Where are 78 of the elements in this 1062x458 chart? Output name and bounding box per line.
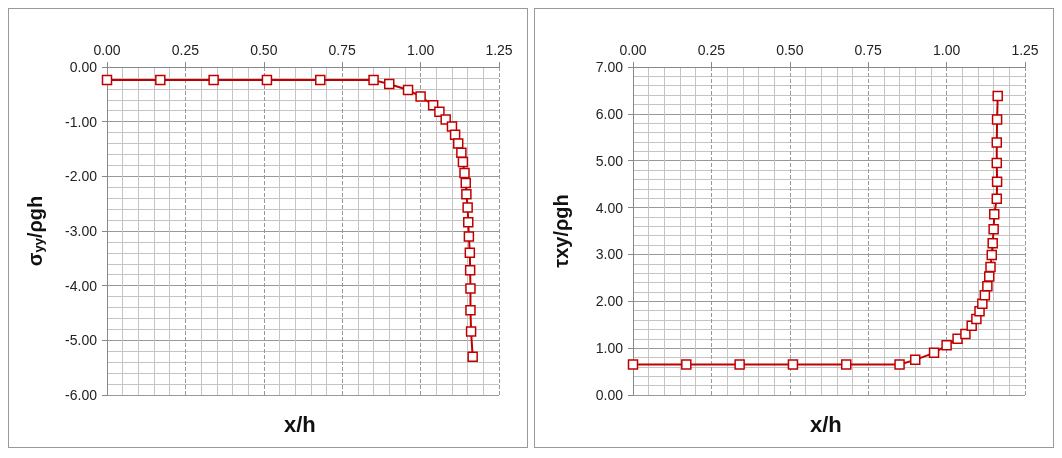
point [909, 354, 921, 366]
y-axis-title: τxy/ρgh [550, 194, 572, 268]
point [984, 271, 995, 282]
y-tick-label: 2.00 [595, 293, 624, 310]
point [452, 138, 464, 149]
point [894, 359, 905, 370]
point [928, 347, 940, 359]
point [459, 167, 470, 179]
x-tick-label: 1.00 [406, 42, 435, 58]
point [415, 91, 426, 102]
x-tick-label: 0.75 [854, 42, 883, 58]
point [987, 237, 998, 249]
point [208, 74, 219, 86]
y-tick-label: 4.00 [595, 199, 624, 216]
point [464, 265, 476, 276]
point [402, 84, 414, 96]
point [991, 137, 1003, 148]
point [461, 189, 472, 200]
x-tick-label: 0.75 [328, 42, 357, 58]
y-tick-label: -5.00 [65, 332, 98, 349]
x-tick-label: 0.25 [171, 42, 200, 58]
point [467, 351, 478, 362]
point [627, 359, 639, 370]
x-tick-label: 1.25 [1011, 42, 1039, 58]
point [464, 247, 476, 259]
x-tick-label: 0.00 [93, 42, 121, 58]
point [383, 78, 395, 90]
y-tick-label: -2.00 [65, 168, 98, 185]
point [991, 176, 1003, 188]
point [465, 326, 477, 337]
point [462, 202, 473, 213]
point [734, 359, 745, 370]
point [456, 147, 467, 159]
point [457, 156, 469, 168]
point [982, 281, 993, 292]
y-tick-label: 7.00 [595, 59, 624, 75]
point [977, 298, 988, 309]
point [315, 74, 326, 86]
y-tick-label: 3.00 [595, 246, 624, 263]
point [463, 231, 475, 242]
y-tick-label: -3.00 [65, 223, 98, 239]
point [465, 305, 476, 316]
point [960, 328, 971, 340]
point [989, 208, 1000, 220]
x-tick-label: 1.25 [485, 42, 513, 58]
x-tick-label: 1.00 [932, 42, 961, 58]
point [991, 114, 1003, 125]
x-axis-title: x/h [284, 411, 316, 437]
point [460, 177, 472, 189]
point [261, 74, 273, 86]
point [841, 359, 852, 370]
x-tick-label: 0.50 [250, 42, 278, 58]
point [463, 217, 474, 228]
y-tick-label: 1.00 [595, 340, 624, 357]
y-tick-label: -1.00 [65, 113, 98, 130]
point [681, 359, 692, 370]
point [992, 90, 1003, 102]
y-tick-label: 0.00 [69, 59, 98, 75]
y-tick-label: 5.00 [595, 152, 624, 169]
x-tick-label: 0.25 [697, 42, 726, 58]
point [465, 283, 476, 294]
x-axis-title: x/h [810, 411, 842, 437]
y-tick-label: 0.00 [595, 387, 624, 403]
point [101, 74, 113, 86]
point [155, 74, 166, 86]
point [991, 157, 1003, 169]
point [986, 249, 998, 261]
point [988, 223, 999, 235]
point [991, 193, 1003, 204]
y-tick-label: 6.00 [595, 105, 624, 122]
point [368, 74, 379, 86]
x-tick-label: 0.50 [776, 42, 804, 58]
y-tick-label: -4.00 [65, 277, 98, 294]
point [941, 340, 952, 351]
x-tick-label: 0.00 [619, 42, 647, 58]
point [985, 261, 996, 273]
y-tick-label: -6.00 [65, 387, 98, 403]
point [787, 359, 799, 370]
